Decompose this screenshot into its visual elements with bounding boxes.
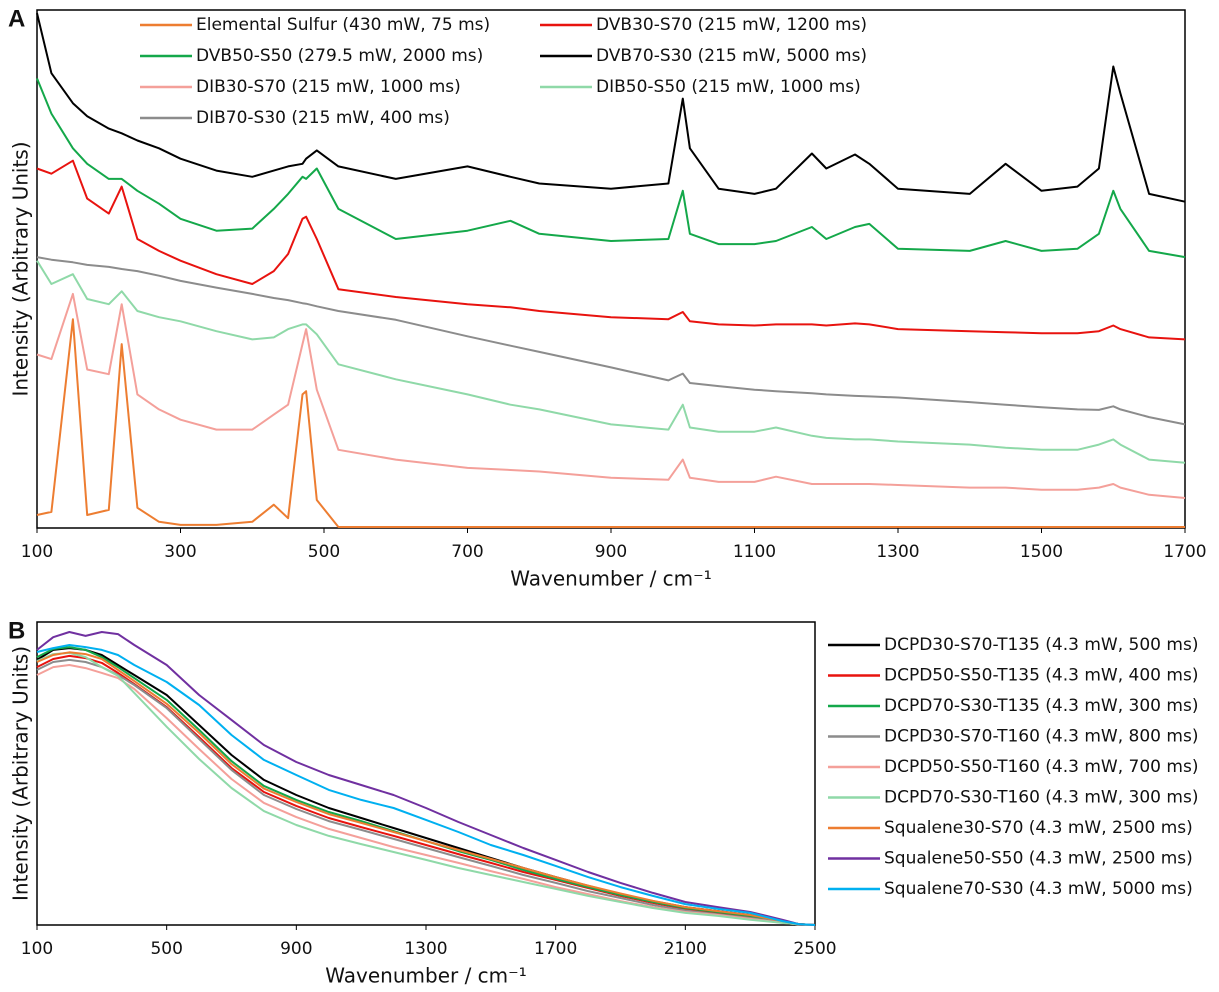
legend-label: DCPD50-S50-T160 (4.3 mW, 700 ms): [884, 757, 1198, 777]
spectrum-line: [36, 651, 816, 926]
spectrum-line: [36, 651, 816, 926]
spectrum-line: [36, 292, 1186, 499]
x-tick-label: 700: [451, 542, 483, 562]
x-tick-label: 100: [21, 939, 53, 959]
x-tick-label: 900: [280, 939, 312, 959]
legend-label: Squalene30-S70 (4.3 mW, 2500 ms): [884, 818, 1193, 838]
spectrum-line: [36, 12, 1186, 203]
spectrum-line: [36, 644, 816, 926]
spectrum-line: [36, 631, 816, 926]
legend-label: DIB50-S50 (215 mW, 1000 ms): [596, 77, 861, 97]
legend-label: DCPD70-S30-T135 (4.3 mW, 300 ms): [884, 696, 1198, 716]
spectrum-line: [36, 260, 1186, 464]
x-axis-title: Wavenumber / cm⁻¹: [325, 964, 526, 988]
spectrum-line: [36, 646, 816, 926]
legend-label: Squalene50-S50 (4.3 mW, 2500 ms): [884, 849, 1193, 869]
legend-label: DVB70-S30 (215 mW, 5000 ms): [596, 46, 867, 66]
legend-label: Elemental Sulfur (430 mW, 75 ms): [196, 15, 490, 35]
x-tick-label: 1700: [1163, 542, 1206, 562]
y-axis-title: Intensity (Arbitrary Units): [9, 646, 33, 901]
legend-label: Squalene70-S30 (4.3 mW, 5000 ms): [884, 879, 1193, 899]
legend-label: DCPD70-S30-T160 (4.3 mW, 300 ms): [884, 788, 1198, 808]
x-tick-label: 500: [308, 542, 340, 562]
x-tick-label: 900: [595, 542, 627, 562]
panel-label: B: [8, 617, 25, 644]
spectrum-line: [36, 664, 816, 926]
x-tick-label: 300: [164, 542, 196, 562]
panel-label: A: [8, 5, 25, 32]
plot-frame: [36, 621, 816, 926]
x-tick-label: 1300: [876, 542, 919, 562]
spectrum-line: [36, 256, 1186, 426]
x-tick-label: 1300: [404, 939, 447, 959]
y-axis-title: Intensity (Arbitrary Units): [9, 141, 33, 396]
x-tick-label: 100: [21, 542, 53, 562]
legend-label: DCPD30-S70-T135 (4.3 mW, 500 ms): [884, 635, 1198, 655]
legend-label: DCPD30-S70-T160 (4.3 mW, 800 ms): [884, 727, 1198, 747]
x-tick-label: 1100: [733, 542, 776, 562]
x-tick-label: 2500: [793, 939, 836, 959]
x-tick-label: 2100: [664, 939, 707, 959]
legend-label: DCPD50-S50-T135 (4.3 mW, 400 ms): [884, 666, 1198, 686]
spectrum-line: [36, 318, 1185, 528]
spectrum-line: [36, 78, 1186, 259]
x-tick-label: 1700: [534, 939, 577, 959]
x-tick-label: 500: [150, 939, 182, 959]
legend-label: DIB30-S70 (215 mW, 1000 ms): [196, 77, 461, 97]
spectrum-line: [36, 654, 816, 926]
spectrum-line: [36, 159, 1186, 341]
spectrum-line: [36, 647, 816, 926]
x-axis-title: Wavenumber / cm⁻¹: [510, 567, 711, 591]
spectrum-line: [36, 658, 816, 926]
legend-label: DVB30-S70 (215 mW, 1200 ms): [596, 15, 867, 35]
legend-label: DVB50-S50 (279.5 mW, 2000 ms): [196, 46, 483, 66]
legend-label: DIB70-S30 (215 mW, 400 ms): [196, 108, 450, 128]
x-tick-label: 1500: [1020, 542, 1063, 562]
